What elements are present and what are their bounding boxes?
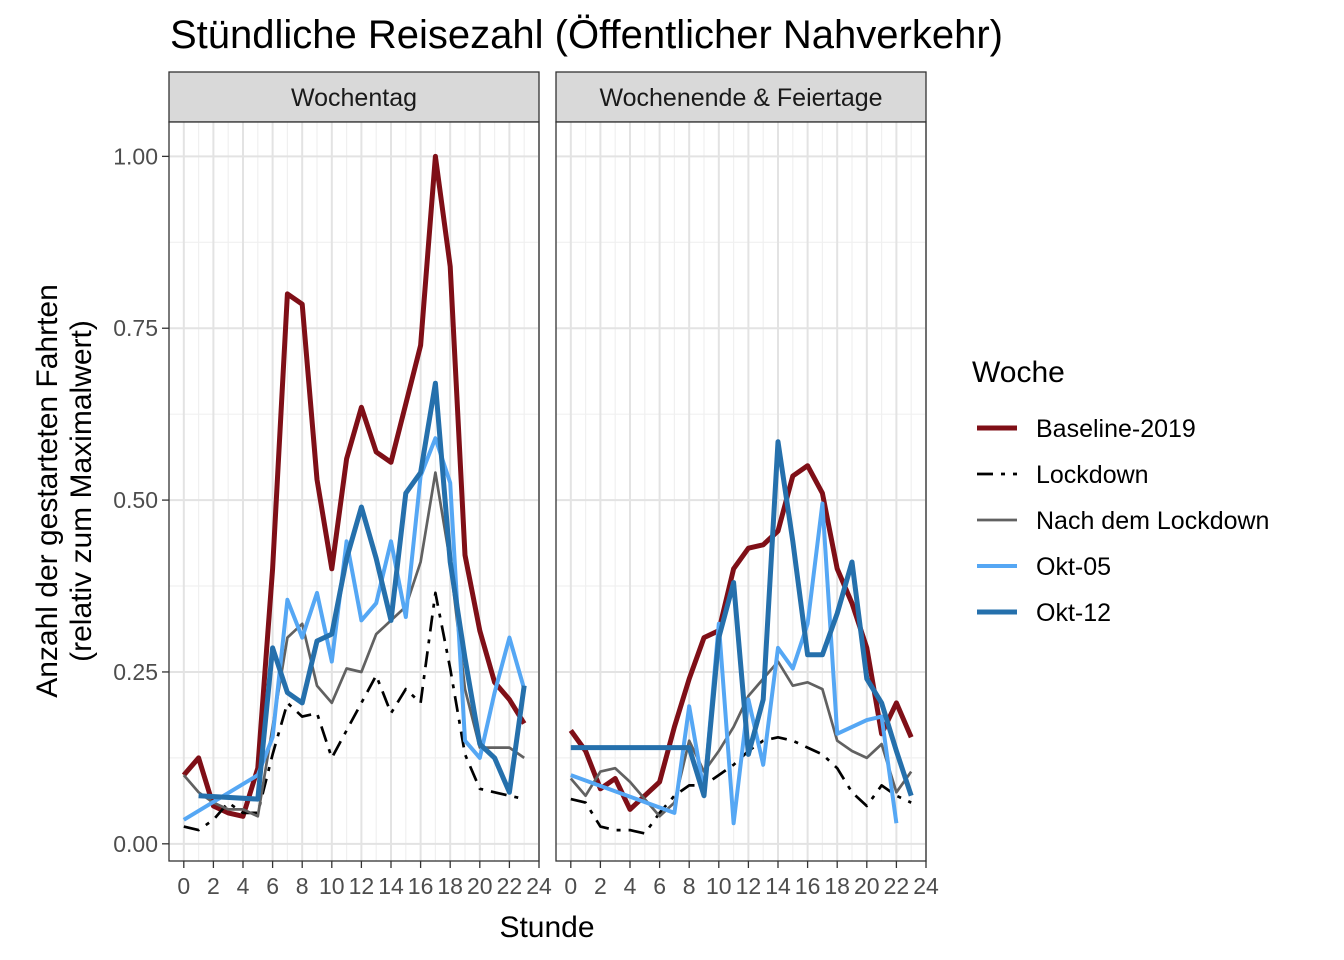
x-tick-label: 8 [683,873,696,899]
x-tick-label: 2 [594,873,607,899]
x-tick-label: 4 [624,873,637,899]
x-tick-label: 18 [824,873,850,899]
y-tick-label: 0.75 [113,315,158,341]
series-lines [181,153,527,832]
legend-item: Lockdown [977,461,1149,489]
x-tick-label: 8 [296,873,309,899]
y-axis-title-line1: Anzahl der gestarteten Fahrten [31,284,64,698]
facet-strip-label: Wochentag [291,84,417,112]
facet-strip-label: Wochenende & Feiertage [599,84,882,112]
x-tick-label: 22 [497,873,523,899]
x-tick-label: 14 [765,873,791,899]
x-tick-label: 14 [378,873,404,899]
series-line-lockdown [183,591,525,832]
x-tick-label: 6 [266,873,279,899]
panel-background [556,122,926,861]
x-tick-label: 12 [349,873,375,899]
x-tick-label: 16 [795,873,821,899]
chart-title: Stündliche Reisezahl (Öffentlicher Nahve… [170,13,1003,57]
panel-border [555,121,927,862]
legend-item: Okt-05 [977,553,1111,581]
series-line-baseline-2019 [181,153,527,819]
y-tick-label: 0.25 [113,659,158,685]
legend-title: Woche [972,356,1065,389]
x-tick-label: 24 [913,873,939,899]
series-line-nach-dem-lockdown [182,471,525,818]
series-line-okt-05 [570,501,899,826]
x-tick-label: 22 [884,873,910,899]
x-tick-label: 24 [526,873,552,899]
facet-strip [555,71,927,123]
x-tick-label: 4 [237,873,250,899]
x-tick-label: 6 [653,873,666,899]
series-lines [568,439,914,835]
legend-item: Okt-12 [977,599,1111,627]
legend-item: Nach dem Lockdown [977,507,1269,535]
series-line-okt-12 [570,439,914,799]
legend-label: Nach dem Lockdown [1036,507,1269,535]
y-tick-label: 0.00 [113,831,158,857]
x-tick-label: 18 [437,873,463,899]
legend-label: Okt-05 [1036,553,1111,581]
x-tick-label: 12 [736,873,762,899]
gridlines [169,122,540,861]
x-tick-label: 0 [177,873,190,899]
y-axis-title-line2: (relativ zum Maximalwert) [65,320,98,662]
x-tick-label: 20 [854,873,880,899]
series-line-okt-12 [198,380,527,802]
y-axis-title-group: Anzahl der gestarteten Fahrten (relativ … [31,284,98,698]
x-axis-title: Stunde [499,911,594,944]
facet-strip [168,71,540,123]
x-tick-label: 2 [207,873,220,899]
series-line-okt-05 [182,436,527,822]
x-tick-label: 20 [467,873,493,899]
y-tick-label: 1.00 [113,143,158,169]
legend-label: Baseline-2019 [1036,415,1196,443]
x-tick-label: 10 [319,873,345,899]
series-line-nach-dem-lockdown [569,660,913,818]
x-tick-label: 16 [408,873,434,899]
x-tick-label: 0 [564,873,577,899]
legend-label: Okt-12 [1036,599,1111,627]
legend-item: Baseline-2019 [977,415,1196,443]
series-line-baseline-2019 [568,463,914,812]
legend: Woche Baseline-2019 Lockdown Nach dem Lock… [972,356,1269,627]
legend-label: Lockdown [1036,461,1149,489]
panel-border [168,121,540,862]
y-tick-label: 0.50 [113,487,158,513]
x-tick-label: 10 [706,873,732,899]
legend-items: Baseline-2019 Lockdown Nach dem Lockdown Ok… [977,415,1269,627]
